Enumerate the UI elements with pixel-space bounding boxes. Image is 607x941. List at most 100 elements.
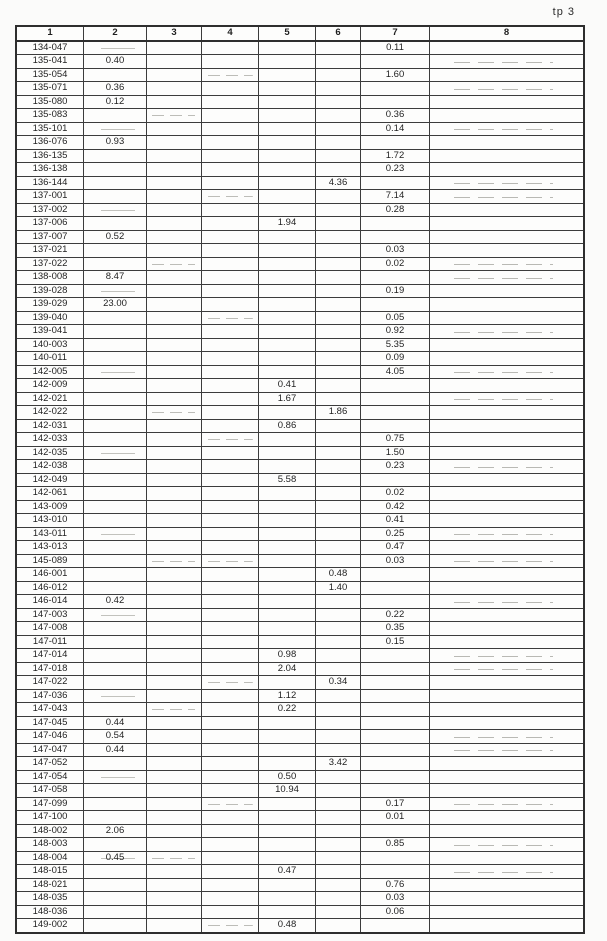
value-cell xyxy=(429,310,585,325)
table-row: 137-022 0.02 xyxy=(15,256,585,271)
value-cell: 0.47 xyxy=(258,864,316,879)
table-row: 136-138 0.23 xyxy=(15,162,585,177)
value-cell xyxy=(315,594,361,609)
value-cell: 0.92 xyxy=(360,324,430,339)
value-cell xyxy=(146,742,202,757)
value-cell xyxy=(83,607,147,622)
value-cell xyxy=(201,513,259,528)
table-header-row: 1 2 3 4 5 6 7 8 xyxy=(15,25,585,42)
value-cell xyxy=(201,189,259,204)
table-row: 147-008 0.35 xyxy=(15,621,585,636)
value-cell xyxy=(201,162,259,177)
value-cell xyxy=(258,607,316,622)
value-cell xyxy=(146,364,202,379)
value-cell: 23.00 xyxy=(83,297,147,312)
value-cell xyxy=(83,162,147,177)
value-cell: 5.58 xyxy=(258,472,316,487)
value-cell xyxy=(429,148,585,163)
table-row: 146-012 1.40 xyxy=(15,580,585,595)
value-cell xyxy=(429,486,585,501)
value-cell: 0.41 xyxy=(360,513,430,528)
value-cell xyxy=(360,94,430,109)
value-cell xyxy=(258,553,316,568)
value-cell xyxy=(83,918,147,933)
value-cell xyxy=(315,918,361,933)
value-cell xyxy=(146,121,202,136)
value-cell xyxy=(201,688,259,703)
value-cell xyxy=(83,877,147,892)
value-cell xyxy=(429,796,585,811)
table-row: 142-033 0.75 xyxy=(15,432,585,447)
value-cell xyxy=(258,675,316,690)
value-cell xyxy=(201,256,259,271)
value-cell: 1.86 xyxy=(315,405,361,420)
table-row: 147-036 1.12 xyxy=(15,688,585,703)
value-cell xyxy=(315,445,361,460)
value-cell xyxy=(83,648,147,663)
value-cell xyxy=(258,405,316,420)
value-cell xyxy=(83,351,147,366)
value-cell: 3.42 xyxy=(315,756,361,771)
value-cell xyxy=(201,108,259,123)
value-cell xyxy=(146,162,202,177)
value-cell xyxy=(201,715,259,730)
value-cell xyxy=(146,580,202,595)
value-cell xyxy=(201,297,259,312)
value-cell xyxy=(201,445,259,460)
row-id-cell: 143-011 xyxy=(15,526,84,541)
value-cell xyxy=(146,256,202,271)
value-cell xyxy=(315,243,361,258)
value-cell xyxy=(146,148,202,163)
value-cell xyxy=(429,526,585,541)
table-row: 147-046 0.54 xyxy=(15,729,585,744)
value-cell xyxy=(201,769,259,784)
column-header-1: 1 xyxy=(15,25,84,42)
value-cell xyxy=(201,405,259,420)
table-row: 147-003 0.22 xyxy=(15,607,585,622)
value-cell: 0.34 xyxy=(315,675,361,690)
value-cell xyxy=(146,553,202,568)
value-cell xyxy=(258,432,316,447)
table-row: 148-003 0.85 xyxy=(15,837,585,852)
row-id-cell: 145-089 xyxy=(15,553,84,568)
value-cell xyxy=(83,175,147,190)
value-cell xyxy=(83,364,147,379)
value-cell xyxy=(258,310,316,325)
row-id-cell: 148-002 xyxy=(15,823,84,838)
value-cell xyxy=(83,837,147,852)
value-cell xyxy=(201,40,259,55)
row-id-cell: 147-043 xyxy=(15,702,84,717)
table-row: 137-021 0.03 xyxy=(15,243,585,258)
value-cell xyxy=(315,877,361,892)
row-id-cell: 147-045 xyxy=(15,715,84,730)
value-cell xyxy=(429,634,585,649)
value-cell xyxy=(360,216,430,231)
value-cell xyxy=(201,891,259,906)
row-id-cell: 137-002 xyxy=(15,202,84,217)
value-cell xyxy=(429,648,585,663)
table-row: 135-041 0.40 xyxy=(15,54,585,69)
value-cell: 0.76 xyxy=(360,877,430,892)
value-cell xyxy=(258,189,316,204)
value-cell xyxy=(146,648,202,663)
value-cell xyxy=(146,310,202,325)
value-cell xyxy=(146,783,202,798)
value-cell: 0.42 xyxy=(83,594,147,609)
value-cell xyxy=(146,94,202,109)
value-cell xyxy=(201,310,259,325)
value-cell xyxy=(146,135,202,150)
value-cell xyxy=(146,540,202,555)
value-cell: 0.86 xyxy=(258,418,316,433)
table-row: 147-100 0.01 xyxy=(15,810,585,825)
value-cell xyxy=(429,688,585,703)
value-cell xyxy=(146,108,202,123)
value-cell xyxy=(146,688,202,703)
value-cell xyxy=(258,621,316,636)
value-cell xyxy=(429,580,585,595)
value-cell xyxy=(83,378,147,393)
row-id-cell: 148-004 xyxy=(15,850,84,865)
row-id-cell: 142-009 xyxy=(15,378,84,393)
value-cell xyxy=(429,391,585,406)
value-cell xyxy=(146,459,202,474)
value-cell: 4.36 xyxy=(315,175,361,190)
